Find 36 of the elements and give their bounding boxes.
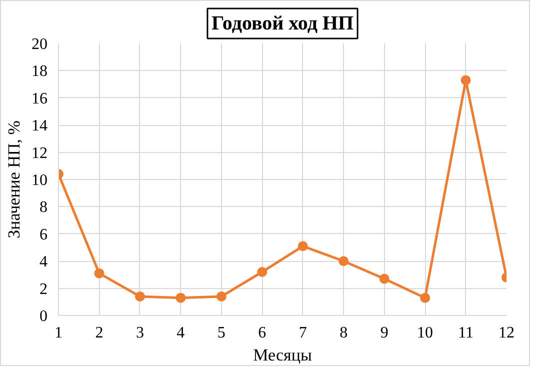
x-tick-label: 4 — [176, 324, 185, 342]
y-tick-label: 16 — [32, 90, 48, 108]
y-tick-label: 10 — [32, 172, 48, 189]
x-tick-label: 2 — [95, 324, 104, 342]
y-tick-label: 14 — [32, 118, 48, 135]
x-axis-title: Месяцы — [253, 346, 312, 364]
point — [338, 256, 349, 266]
point — [216, 291, 226, 302]
y-tick-label: 20 — [32, 36, 48, 53]
point — [94, 268, 104, 278]
y-tick-label: 18 — [32, 63, 48, 80]
y-tick-label: 2 — [40, 280, 48, 298]
point — [176, 292, 186, 303]
x-tick-label: 9 — [380, 324, 388, 342]
x-tick-label: 3 — [136, 324, 144, 342]
x-tick-label: 1 — [54, 324, 62, 342]
y-axis-title: Значение НП, % — [4, 120, 24, 238]
point — [379, 274, 390, 284]
y-tick-label: 6 — [40, 226, 48, 244]
point — [257, 266, 268, 277]
point — [298, 241, 308, 252]
x-tick-label: 8 — [340, 324, 348, 342]
x-tick-label: 12 — [498, 324, 514, 342]
point — [420, 292, 430, 303]
point — [460, 75, 471, 86]
y-tick-label: 4 — [40, 254, 48, 271]
x-tick-label: 6 — [258, 324, 266, 342]
y-tick-label: 8 — [40, 199, 48, 216]
x-tick-label: 10 — [417, 324, 434, 342]
x-tick-label: 11 — [458, 324, 474, 342]
y-tick-label: 0 — [40, 308, 48, 325]
point — [134, 291, 145, 302]
x-tick-label: 7 — [298, 324, 307, 342]
chart-title: Годовой ход НП — [211, 12, 354, 34]
x-tick-label: 5 — [217, 324, 226, 342]
y-tick-label: 12 — [32, 144, 48, 162]
